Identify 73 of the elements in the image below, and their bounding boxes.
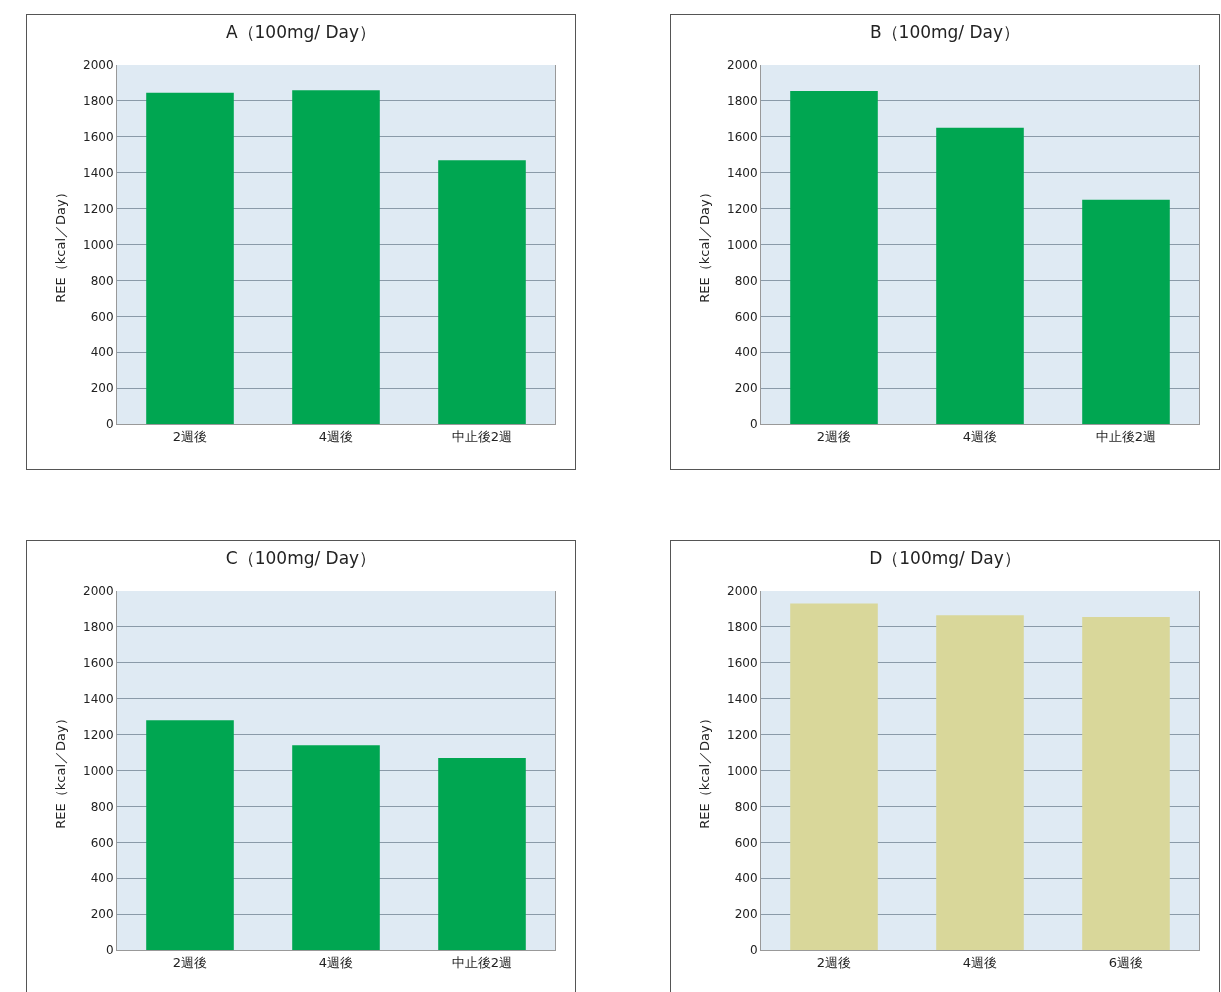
y-tick-label: 1800 [727, 620, 758, 635]
chart-title: D（100mg/ Day） [869, 548, 1021, 569]
y-tick-label: 1400 [83, 691, 114, 706]
bar [146, 92, 234, 424]
y-tick-label: 2000 [727, 58, 758, 73]
y-tick-label: 1600 [83, 656, 114, 670]
y-tick-label: 600 [90, 835, 114, 850]
y-tick-label: 800 [90, 799, 114, 814]
y-tick-label: 200 [90, 381, 114, 396]
y-tick-label: 0 [105, 417, 114, 432]
y-tick-label: 2000 [83, 58, 114, 73]
x-tick-label: 2週後 [816, 954, 852, 970]
y-tick-label: 2000 [83, 584, 114, 599]
y-tick-label: 2000 [727, 584, 758, 599]
y-tick-label: 1000 [727, 763, 758, 778]
y-tick-label: 1400 [83, 165, 114, 180]
x-tick-label: 4週後 [962, 428, 998, 444]
y-tick-label: 1200 [83, 201, 114, 216]
y-tick-label: 0 [105, 943, 114, 958]
y-tick-label: 400 [734, 871, 758, 886]
y-tick-label: 0 [749, 943, 758, 958]
bar [1082, 199, 1170, 424]
y-tick-label: 200 [734, 381, 758, 396]
y-tick-label: 1200 [727, 201, 758, 216]
bar [292, 90, 380, 424]
y-tick-label: 1600 [727, 130, 758, 144]
y-tick-label: 1000 [727, 237, 758, 252]
x-tick-label: 2週後 [816, 428, 852, 444]
y-axis-title: REE（kcal／Day） [697, 186, 712, 303]
chart-title: B（100mg/ Day） [869, 22, 1021, 43]
x-tick-label: 4週後 [318, 428, 354, 444]
y-tick-label: 800 [90, 273, 114, 288]
y-tick-label: 400 [90, 345, 114, 360]
y-axis-title: REE（kcal／Day） [697, 712, 712, 829]
y-tick-label: 0 [749, 417, 758, 432]
y-tick-label: 600 [734, 309, 758, 324]
bar [936, 127, 1024, 424]
x-tick-label: 6週後 [1108, 954, 1144, 970]
y-tick-label: 1800 [727, 94, 758, 109]
y-tick-label: 1800 [83, 94, 114, 109]
chart-title: A（100mg/ Day） [225, 22, 377, 43]
bar [790, 91, 878, 424]
bar [292, 745, 380, 950]
y-tick-label: 1600 [727, 656, 758, 670]
chart-title: C（100mg/ Day） [225, 548, 377, 569]
y-tick-label: 400 [90, 871, 114, 886]
y-tick-label: 1400 [727, 165, 758, 180]
y-tick-label: 200 [734, 907, 758, 922]
x-tick-label: 中止後2週 [451, 954, 513, 970]
y-tick-label: 200 [90, 907, 114, 922]
y-tick-label: 1400 [727, 691, 758, 706]
bar [146, 720, 234, 950]
y-tick-label: 1600 [83, 130, 114, 144]
y-tick-label: 400 [734, 345, 758, 360]
x-tick-label: 2週後 [172, 428, 208, 444]
y-tick-label: 1200 [83, 727, 114, 742]
bar [438, 757, 526, 950]
y-tick-label: 1000 [83, 237, 114, 252]
y-tick-label: 800 [734, 273, 758, 288]
y-axis-title: REE（kcal／Day） [53, 712, 68, 829]
x-tick-label: 2週後 [172, 954, 208, 970]
y-tick-label: 600 [734, 835, 758, 850]
x-tick-label: 中止後2週 [451, 428, 513, 444]
y-tick-label: 1800 [83, 620, 114, 635]
y-tick-label: 1000 [83, 763, 114, 778]
x-tick-label: 4週後 [318, 954, 354, 970]
y-tick-label: 1200 [727, 727, 758, 742]
y-axis-title: REE（kcal／Day） [53, 186, 68, 303]
x-tick-label: 中止後2週 [1095, 428, 1157, 444]
bar [438, 160, 526, 424]
y-tick-label: 600 [90, 309, 114, 324]
y-tick-label: 800 [734, 799, 758, 814]
x-tick-label: 4週後 [962, 954, 998, 970]
